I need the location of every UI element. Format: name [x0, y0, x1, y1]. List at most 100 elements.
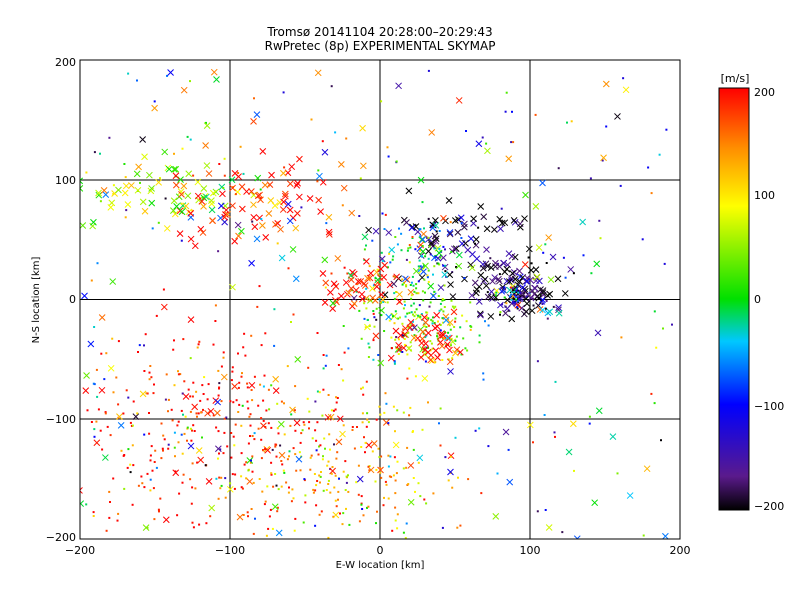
scatter-point-x	[321, 256, 329, 264]
scatter-point-dot	[572, 272, 575, 275]
scatter-point-dot	[392, 275, 395, 278]
scatter-point-dot	[425, 311, 428, 314]
scatter-point-x	[329, 299, 337, 307]
y-axis-label: N-S location [km]	[31, 257, 42, 344]
scatter-point-x	[502, 309, 509, 317]
scatter-point-x	[491, 226, 498, 234]
scatter-point-dot	[394, 506, 397, 509]
scatter-point-dot	[331, 466, 334, 468]
scatter-point-x	[407, 318, 415, 326]
scatter-point-dot	[280, 485, 283, 488]
scatter-point-dot	[324, 286, 327, 289]
scatter-point-dot	[127, 448, 130, 451]
scatter-point-dot	[442, 245, 445, 248]
scatter-point-dot	[447, 331, 450, 334]
scatter-point-dot	[154, 449, 157, 452]
scatter-point-dot	[148, 412, 150, 414]
scatter-point-x	[231, 237, 239, 245]
scatter-point-dot	[334, 499, 337, 502]
scatter-points	[66, 68, 673, 547]
scatter-point-x	[139, 198, 147, 206]
scatter-point-dot	[222, 452, 225, 455]
scatter-point-dot	[642, 534, 645, 537]
scatter-point-x	[440, 214, 447, 222]
scatter-point-dot	[460, 237, 463, 239]
scatter-point-x	[403, 219, 410, 226]
scatter-point-dot	[181, 392, 184, 395]
scatter-point-dot	[409, 349, 412, 352]
scatter-point-dot	[263, 503, 266, 506]
scatter-point-x	[360, 280, 368, 287]
scatter-point-dot	[375, 318, 378, 321]
scatter-point-x	[214, 398, 222, 406]
scatter-point-dot	[315, 449, 318, 452]
scatter-point-dot	[460, 353, 463, 356]
scatter-point-dot	[487, 445, 490, 448]
scatter-point-dot	[317, 453, 320, 456]
scatter-point-x	[521, 215, 528, 222]
scatter-point-dot	[66, 377, 68, 379]
scatter-point-dot	[162, 449, 164, 452]
scatter-point-dot	[149, 478, 152, 481]
scatter-point-dot	[364, 441, 367, 444]
scatter-point-dot	[441, 299, 444, 302]
scatter-point-dot	[486, 291, 489, 294]
scatter-point-dot	[408, 346, 411, 349]
scatter-point-x	[213, 409, 221, 417]
scatter-point-x	[326, 231, 333, 238]
scatter-point-x	[82, 387, 90, 394]
scatter-point-dot	[272, 485, 275, 488]
scatter-point-dot	[315, 484, 318, 487]
scatter-point-dot	[237, 386, 240, 389]
scatter-point-dot	[266, 485, 269, 488]
scatter-point-x	[253, 235, 261, 243]
scatter-point-dot	[322, 455, 324, 458]
scatter-point-x	[412, 223, 420, 230]
scatter-point-dot	[351, 429, 354, 431]
scatter-point-dot	[160, 422, 163, 425]
scatter-point-dot	[605, 125, 608, 128]
scatter-point-x	[200, 203, 207, 210]
scatter-point-x	[83, 372, 90, 379]
scatter-point-x	[295, 455, 303, 463]
scatter-point-dot	[665, 128, 668, 131]
scatter-point-dot	[237, 411, 240, 413]
scatter-point-x	[425, 247, 432, 255]
scatter-point-x	[80, 487, 83, 494]
scatter-point-x	[508, 315, 516, 323]
scatter-point-x	[422, 262, 429, 270]
scatter-point-dot	[125, 389, 128, 392]
scatter-point-x	[259, 148, 267, 155]
scatter-point-dot	[308, 410, 311, 413]
scatter-point-x	[545, 524, 553, 531]
scatter-point-dot	[217, 497, 220, 500]
scatter-point-dot	[100, 352, 103, 355]
scatter-point-dot	[423, 227, 425, 230]
scatter-point-x	[294, 179, 301, 187]
scatter-point-x	[388, 246, 396, 254]
scatter-point-dot	[184, 415, 187, 418]
scatter-point-dot	[179, 373, 182, 376]
scatter-point-dot	[269, 508, 272, 511]
scatter-point-dot	[350, 545, 352, 547]
scatter-point-x	[431, 232, 439, 240]
scatter-point-dot	[285, 481, 288, 484]
scatter-point-dot	[294, 517, 297, 520]
scatter-point-x	[594, 329, 602, 337]
scatter-point-x	[167, 69, 174, 76]
scatter-point-x	[208, 504, 216, 512]
scatter-point-dot	[474, 242, 476, 245]
scatter-point-x	[364, 274, 371, 282]
scatter-point-dot	[505, 91, 508, 94]
scatter-point-x	[502, 428, 510, 436]
scatter-point-dot	[469, 328, 472, 331]
scatter-point-x	[180, 182, 188, 190]
scatter-point-x	[532, 203, 540, 210]
scatter-point-dot	[365, 244, 367, 247]
scatter-point-dot	[431, 320, 434, 323]
scatter-point-dot	[531, 297, 534, 300]
scatter-point-dot	[379, 283, 382, 286]
scatter-point-dot	[189, 80, 191, 83]
scatter-point-dot	[358, 215, 361, 217]
scatter-point-dot	[367, 356, 370, 358]
